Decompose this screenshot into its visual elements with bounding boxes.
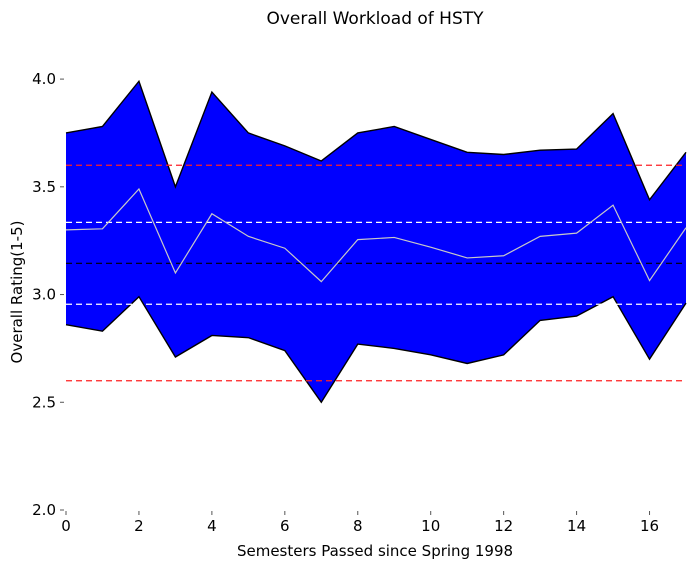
y-tick-label-0: 2.0 [32,501,56,519]
x-tick-label-1: 2 [134,517,144,535]
band-upper-edge [65,79,687,202]
y-tick-label-1: 2.5 [32,393,56,411]
x-tick-label-0: 0 [61,517,71,535]
x-tick-label-4: 8 [353,517,363,535]
x-tick-label-8: 16 [640,517,659,535]
mean-line [65,187,687,283]
x-tick-label-2: 4 [207,517,217,535]
axes: 2.0 2.5 3.0 3.5 4.0 0 2 4 6 8 10 12 14 16 [32,70,659,535]
chart-title: Overall Workload of HSTY [266,9,484,29]
x-tick-label-5: 10 [421,517,440,535]
x-axis-label: Semesters Passed since Spring 1998 [237,542,513,560]
y-axis-label: Overall Rating(1-5) [8,221,26,364]
band-lower-edge [65,295,687,404]
band-area [66,81,686,403]
x-tick-label-3: 6 [280,517,290,535]
y-tick-label-3: 3.5 [32,178,56,196]
x-tick-label-7: 14 [567,517,586,535]
y-tick-label-4: 4.0 [32,70,56,88]
x-tick-label-6: 12 [494,517,513,535]
plot-area [65,79,687,404]
y-tick-label-2: 3.0 [32,286,56,304]
